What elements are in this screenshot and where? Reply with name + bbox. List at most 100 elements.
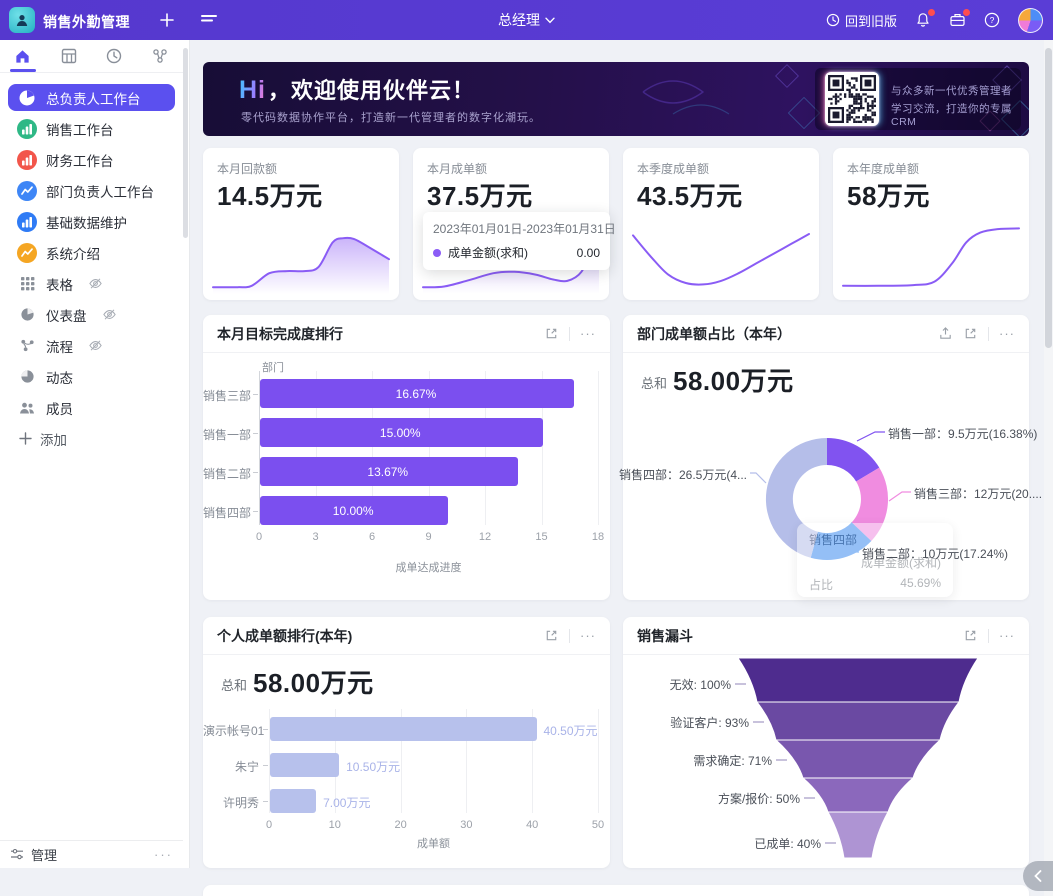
sidebar-item-11[interactable]: 成员 <box>8 394 175 421</box>
sidebar-item-2[interactable]: 销售工作台 <box>8 115 175 142</box>
sidebar-item-9[interactable]: 流程 <box>8 332 175 359</box>
bar-演示帐号01[interactable] <box>270 717 537 741</box>
notifications-button[interactable] <box>915 9 935 28</box>
expand-button[interactable] <box>963 628 978 643</box>
sidebar-tab-clock[interactable] <box>92 40 138 72</box>
more-button[interactable]: ··· <box>999 628 1015 643</box>
category-tick <box>253 510 258 512</box>
funnel-stage-3[interactable] <box>774 739 942 779</box>
next-card-partial <box>203 885 1029 896</box>
donut-slice-销售一部[interactable] <box>827 438 880 482</box>
page-scrollbar-thumb[interactable] <box>1045 48 1052 348</box>
welcome-banner[interactable]: Hi，欢迎使用伙伴云！ 零代码数据协作平台，打造新一代管理者的数字化潮玩。 与众… <box>203 62 1029 136</box>
qr-caption-1: 与众多新一代优秀管理者 <box>891 85 1012 97</box>
expand-button[interactable] <box>544 326 559 341</box>
sidebar-item-4[interactable]: 部门负责人工作台 <box>8 177 175 204</box>
more-button[interactable]: ··· <box>580 326 596 341</box>
x-tick-label: 6 <box>368 531 376 543</box>
chart-card-sales-funnel: 销售漏斗 ··· 无效: 100% 验证客户: 93% 需求确定: 71% 方案/报价: … <box>623 617 1029 868</box>
bar-许明秀[interactable] <box>270 789 317 813</box>
role-dropdown[interactable]: 总经理 <box>498 10 555 30</box>
role-picker: 总经理 <box>0 0 1053 40</box>
card-title: 个人成单额排行(本年) <box>217 627 353 644</box>
x-axis-title: 成单额 <box>417 838 450 850</box>
gridline <box>541 371 543 525</box>
bar-销售四部[interactable] <box>260 496 449 525</box>
tooltip-title: 销售四部 <box>809 533 858 547</box>
qr-code[interactable] <box>825 72 879 126</box>
funnel-stage-5[interactable] <box>827 811 889 859</box>
sidebar-item-6[interactable]: 系统介绍 <box>8 239 175 266</box>
category-label: 许明秀 <box>222 796 259 810</box>
sparkline-chart <box>212 236 390 294</box>
sidebar-item-label: 表格 <box>46 277 73 293</box>
sidebar-scrollbar-thumb[interactable] <box>183 48 188 238</box>
category-label: 销售三部 <box>203 388 252 403</box>
workflow-icon <box>152 48 168 64</box>
back-to-old-version-button[interactable]: 回到旧版 <box>826 11 897 30</box>
manage-more-button[interactable]: ··· <box>154 847 173 862</box>
bar-销售一部[interactable] <box>260 418 543 447</box>
help-button[interactable]: ? <box>984 12 1000 28</box>
user-avatar[interactable] <box>1018 7 1043 33</box>
app-logo[interactable] <box>9 7 35 33</box>
chart-card-dept-share: 部门成单额占比（本年） ··· 总和 58.00万元 销售四部 成单金额(求和) 占比 45.… <box>619 315 1042 600</box>
stat-card-1[interactable]: 本月回款额 14.5万元 <box>203 148 399 300</box>
gridline <box>372 371 373 525</box>
pie-label-销售二部: 销售二部：10万元(17.24%) <box>862 547 1009 561</box>
bar-销售三部[interactable] <box>260 379 574 408</box>
sidebar-item-5[interactable]: 基础数据维护 <box>8 208 175 235</box>
collapse-panel-handle[interactable] <box>1023 861 1053 891</box>
gridline <box>598 371 599 525</box>
menu-toggle-button[interactable] <box>199 11 219 29</box>
chart-card-personal-rank: 个人成单额排行(本年) ··· 总和 58.00万元 0 10 20 30 40 50 演示帐号01… <box>203 617 610 868</box>
bar-value-label: 40.50万元 <box>543 724 598 738</box>
sidebar-menu: 总负责人工作台销售工作台财务工作台部门负责人工作台基础数据维护 系统介绍表格仪表盘… <box>0 80 183 452</box>
sidebar-item-3[interactable]: 财务工作台 <box>8 146 175 173</box>
card-title: 部门成单额占比（本年） <box>637 325 791 342</box>
sidebar-item-1[interactable]: 总负责人工作台 <box>8 84 175 111</box>
card-header: 部门成单额占比（本年） ··· <box>623 315 1029 353</box>
funnel-stage-2[interactable] <box>755 701 961 741</box>
stat-card-4[interactable]: 本年度成单额 58万元 <box>833 148 1029 300</box>
donut-slice-销售三部[interactable] <box>851 467 889 541</box>
pie-chart-icon <box>17 88 37 108</box>
donut-slice-销售四部[interactable] <box>765 437 827 558</box>
category-tick <box>263 729 268 730</box>
sidebar-add-button[interactable]: 添加 <box>8 425 175 452</box>
manage-label[interactable]: 管理 <box>31 848 58 863</box>
workbench-button[interactable] <box>949 9 970 28</box>
sidebar-tab-workflow[interactable] <box>137 40 183 72</box>
donut-tooltip: 销售四部 成单金额(求和) 占比 45.69% <box>797 523 953 597</box>
stat-card-2[interactable]: 本月成单额 37.5万元 2023年01月01日-2023年01月31日 成单金额(求… <box>413 148 616 300</box>
stat-value: 43.5万元 <box>637 181 743 211</box>
expand-button[interactable] <box>544 628 559 643</box>
more-button[interactable]: ··· <box>999 326 1015 341</box>
top-bar: 销售外勤管理 总经理 回到旧版 ? <box>0 0 1053 40</box>
expand-button[interactable] <box>963 326 978 341</box>
donut-slice-销售二部[interactable] <box>810 522 872 561</box>
more-button[interactable]: ··· <box>580 628 596 643</box>
line-chart-icon <box>17 180 37 201</box>
sidebar-item-label: 动态 <box>46 370 73 386</box>
gridline <box>485 371 486 525</box>
sidebar-item-10[interactable]: 动态 <box>8 363 175 390</box>
category-label: 销售四部 <box>203 505 252 520</box>
funnel-stage-1[interactable] <box>737 657 979 703</box>
sidebar-item-label: 基础数据维护 <box>46 215 127 231</box>
bar-value-label: 10.50万元 <box>346 760 401 774</box>
sidebar-item-label: 销售工作台 <box>46 122 114 138</box>
sidebar-tab-table[interactable] <box>46 40 92 72</box>
add-app-button[interactable] <box>156 9 178 31</box>
sidebar-tab-home[interactable] <box>0 40 46 72</box>
tooltip-pct-value: 45.69% <box>900 576 941 590</box>
funnel-stage-4[interactable] <box>801 777 915 813</box>
stat-card-3[interactable]: 本季度成单额 43.5万元 <box>623 148 819 300</box>
pie-label-销售四部: 销售四部：26.5万元(4... <box>618 468 747 482</box>
bar-朱宁[interactable] <box>270 753 340 777</box>
download-button[interactable] <box>938 326 953 341</box>
sidebar-item-8[interactable]: 仪表盘 <box>8 301 175 328</box>
sidebar-item-7[interactable]: 表格 <box>8 270 175 297</box>
bar-销售二部[interactable] <box>260 457 518 486</box>
sidebar-item-label: 系统介绍 <box>46 246 100 262</box>
